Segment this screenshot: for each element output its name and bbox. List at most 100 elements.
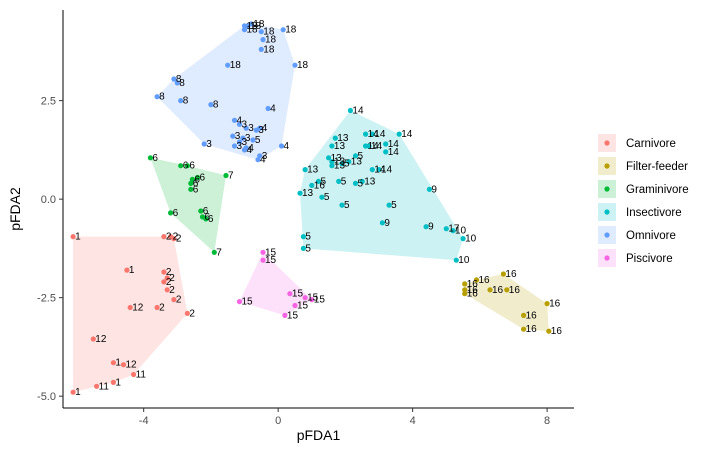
point-label: 5: [344, 159, 350, 170]
hull-piscivore: [239, 252, 312, 316]
point-graminivore: [198, 208, 204, 214]
point-label: 7: [228, 171, 234, 182]
point-label: 14: [381, 165, 393, 176]
point-label: 3: [235, 131, 241, 142]
point-filter-feeder: [544, 301, 550, 307]
y-axis-ticks: -5.0 -2.5 0.0 2.5: [37, 96, 63, 403]
point-omnivore: [225, 62, 231, 68]
point-label: 10: [465, 234, 477, 245]
point-insectivore: [300, 245, 306, 251]
point-label: 6: [193, 178, 199, 189]
point-label: 3: [262, 151, 268, 162]
point-insectivore: [352, 153, 359, 159]
point-label: 7: [216, 247, 222, 258]
point-label: 16: [526, 324, 538, 335]
point-label: 13: [334, 161, 346, 172]
point-graminivore: [189, 176, 195, 182]
point-insectivore: [315, 178, 322, 184]
point-label: 18: [250, 21, 262, 32]
point-label: 13: [307, 165, 319, 176]
legend-label-omnivore: Omnivore: [626, 230, 676, 242]
point-insectivore: [359, 178, 365, 184]
point-carnivore: [164, 287, 170, 293]
x-axis-ticks: -4 0 4 8: [139, 408, 550, 427]
point-label: 8: [179, 78, 185, 89]
point-label: 2: [189, 308, 195, 319]
hull-filter-feeder: [464, 274, 549, 332]
point-label: 18: [263, 44, 275, 55]
hull-carnivore: [73, 236, 188, 393]
point-label: 6: [194, 174, 200, 185]
point-insectivore: [450, 228, 456, 234]
point-insectivore: [352, 180, 359, 186]
point-carnivore: [70, 389, 76, 395]
point-insectivore: [383, 141, 389, 147]
point-carnivore: [154, 304, 160, 311]
point-label: 16: [314, 180, 326, 191]
point-label: 6: [173, 208, 179, 219]
point-label: 13: [351, 157, 363, 168]
point-label: 9: [384, 218, 390, 229]
point-carnivore: [127, 304, 133, 311]
x-tick-label: -4: [139, 415, 149, 427]
point-label: 18: [265, 35, 277, 46]
point-omnivore: [236, 139, 243, 145]
point-filter-feeder: [462, 291, 468, 297]
point-carnivore: [110, 360, 116, 366]
point-graminivore: [178, 163, 184, 169]
point-omnivore: [241, 147, 248, 153]
y-tick-label: 0.0: [41, 194, 56, 206]
point-piscivore: [260, 257, 266, 263]
point-carnivore: [171, 236, 177, 242]
data-points: [70, 21, 552, 395]
point-label: 16: [505, 269, 517, 280]
point-piscivore: [282, 312, 288, 318]
point-label: 14: [374, 129, 386, 140]
x-tick-label: 0: [275, 415, 281, 427]
point-label: 1: [129, 265, 135, 276]
point-label: 16: [549, 299, 561, 310]
point-label: 6: [203, 206, 209, 217]
point-label: 13: [364, 176, 376, 187]
point-omnivore: [208, 102, 214, 108]
x-axis-title: pFDA1: [297, 427, 341, 443]
point-graminivore: [188, 186, 194, 192]
point-insectivore: [379, 220, 385, 226]
point-label: 2: [173, 232, 179, 243]
point-label: 1: [115, 377, 121, 388]
point-label: 18: [247, 21, 259, 32]
point-label: 3: [248, 123, 254, 134]
point-label: 5: [391, 200, 397, 211]
point-label: 12: [95, 334, 107, 345]
point-insectivore: [336, 178, 342, 184]
point-insectivore: [443, 226, 449, 232]
point-label: 2: [159, 303, 165, 314]
point-label: 16: [467, 279, 479, 290]
point-label: 9: [431, 184, 437, 195]
point-carnivore: [120, 362, 127, 368]
point-label: 8: [159, 92, 165, 103]
point-label: 15: [242, 297, 254, 308]
point-label: 14: [352, 106, 364, 117]
legend-dot-omnivore: [604, 232, 610, 238]
point-carnivore: [94, 383, 100, 389]
point-label: 2: [166, 277, 172, 288]
point-carnivore: [110, 379, 116, 385]
point-label: 13: [302, 188, 314, 199]
point-carnivore: [184, 310, 190, 316]
point-label: 14: [388, 147, 400, 158]
point-filter-feeder: [500, 271, 506, 277]
point-label: 16: [467, 289, 479, 300]
point-label: 18: [253, 19, 265, 30]
point-label: 5: [305, 232, 311, 243]
point-label: 6: [189, 161, 195, 172]
point-carnivore: [131, 371, 137, 378]
point-insectivore: [369, 131, 375, 137]
point-label: 16: [467, 285, 479, 296]
point-filter-feeder: [473, 277, 480, 283]
point-label: 5: [344, 200, 350, 211]
point-carnivore: [164, 275, 170, 281]
point-omnivore: [258, 46, 264, 53]
point-label: 16: [479, 275, 491, 286]
point-label: 15: [307, 293, 319, 304]
